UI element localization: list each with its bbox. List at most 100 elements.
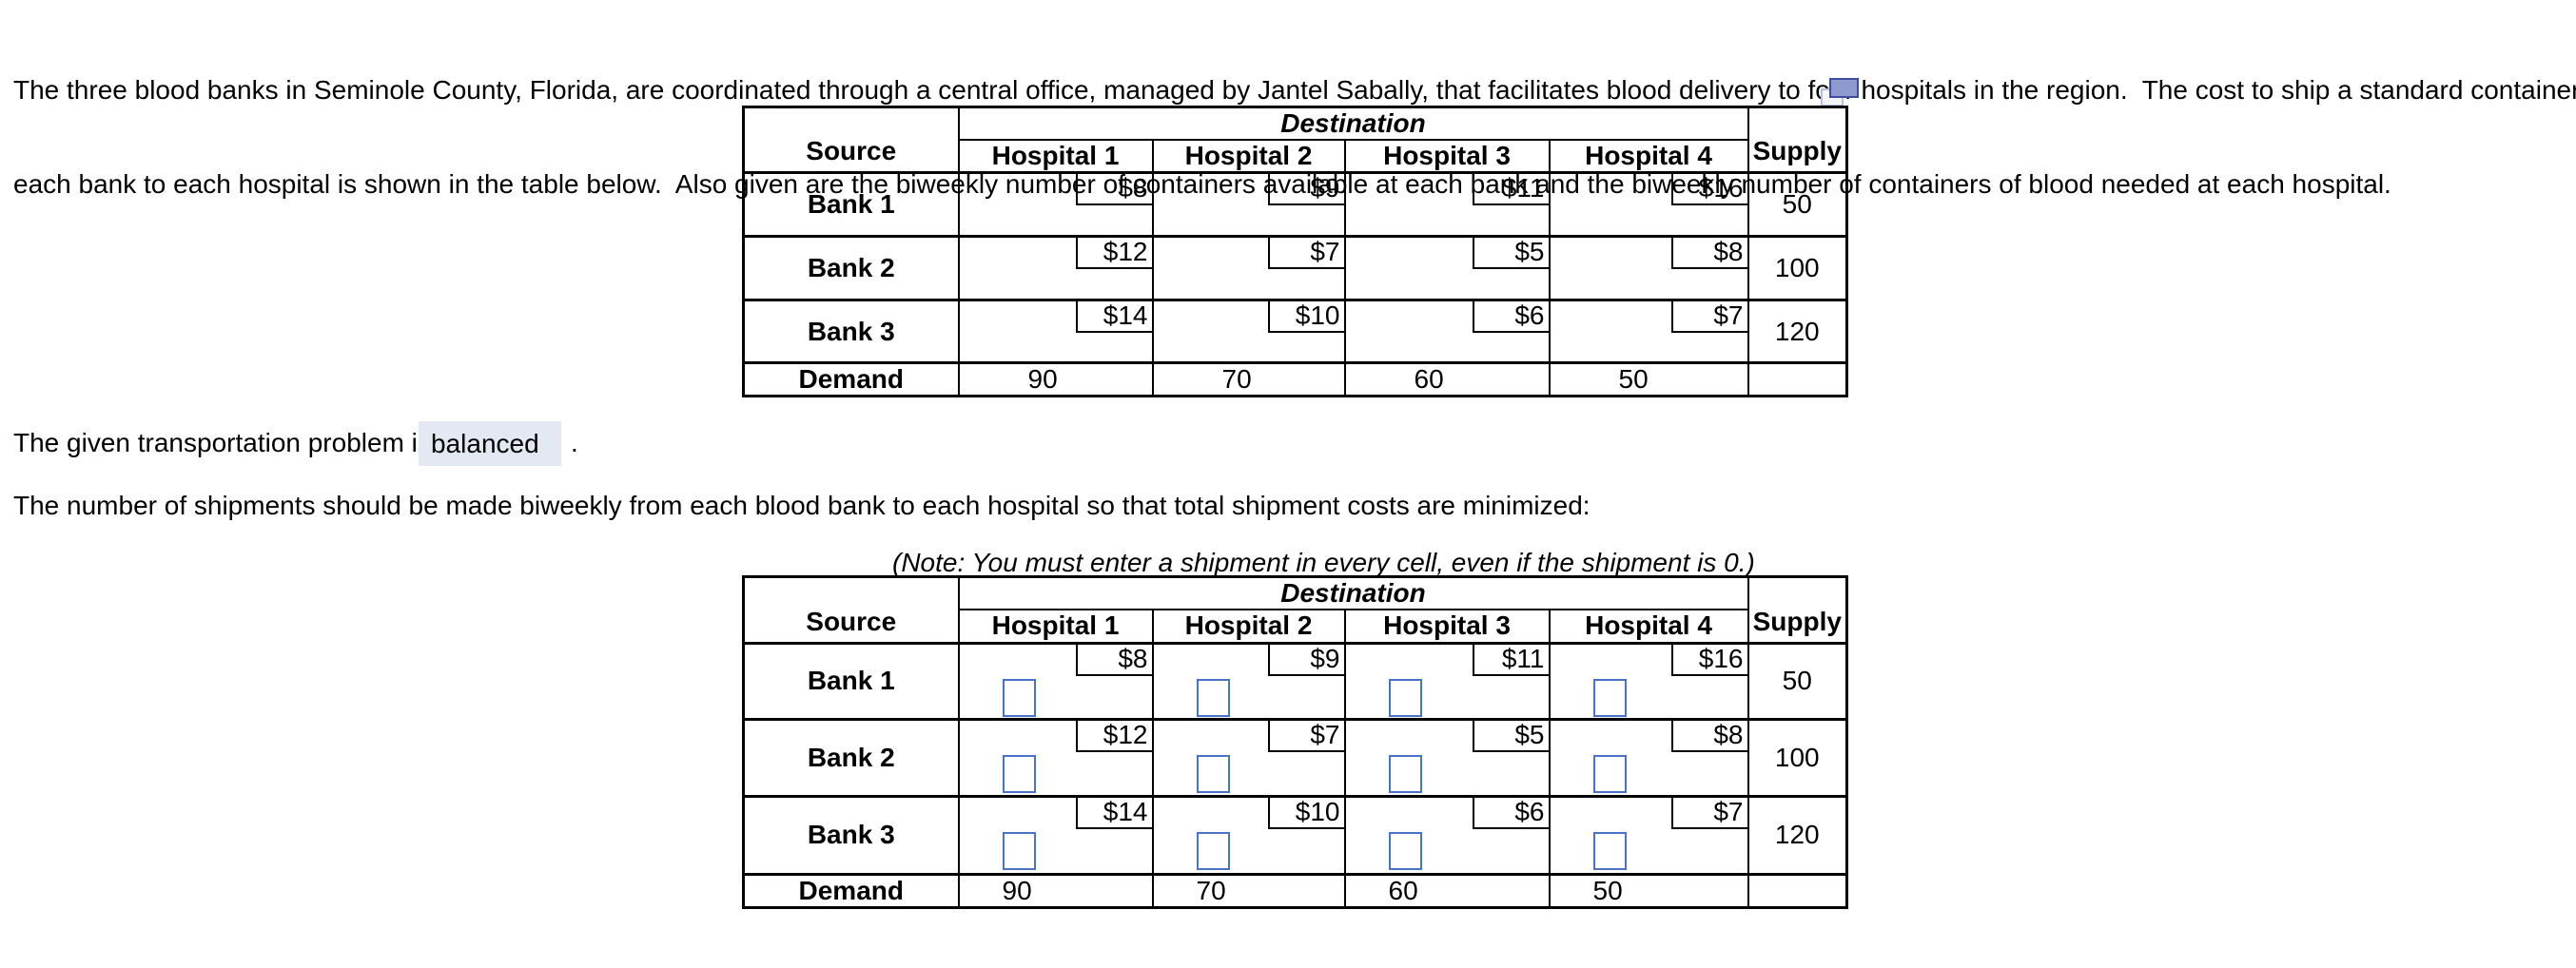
- shipment-cell: $6: [1343, 794, 1551, 875]
- cost-value: $7: [1670, 797, 1747, 829]
- empty-cell: [1747, 872, 1848, 908]
- destination-header: Destination: [957, 575, 1749, 610]
- shipment-input[interactable]: [1196, 678, 1230, 717]
- intro-line-1: The three blood banks in Seminole County…: [13, 75, 2576, 105]
- hospital-2-header: Hospital 2: [1151, 139, 1346, 174]
- cost-value: $8: [1075, 644, 1152, 676]
- cost-cell: $6: [1343, 299, 1551, 364]
- supply-value: 100: [1747, 235, 1848, 301]
- cost-value: $14: [1075, 797, 1152, 829]
- cost-value: $7: [1670, 301, 1747, 333]
- shipment-table: Source Destination Supply Hospital 1 Hos…: [742, 575, 1848, 909]
- supply-header: Supply: [1747, 106, 1848, 174]
- empty-cell: [1747, 361, 1848, 397]
- balanced-sentence-period: .: [571, 428, 578, 457]
- cost-value: $14: [1075, 301, 1152, 333]
- shipment-cell: $11: [1343, 641, 1551, 720]
- source-header: Source: [742, 575, 960, 644]
- demand-value: 60: [1343, 361, 1551, 397]
- shipment-input[interactable]: [1002, 831, 1036, 870]
- demand-value: 50: [1548, 361, 1749, 397]
- balanced-sentence-prefix: The given transportation problem is: [13, 428, 431, 457]
- supply-header: Supply: [1747, 575, 1848, 644]
- cost-value: $9: [1267, 174, 1344, 205]
- demand-value: 90: [957, 361, 1154, 397]
- shipment-input[interactable]: [1196, 831, 1230, 870]
- cost-value: $10: [1267, 301, 1344, 333]
- demand-label: Demand: [742, 361, 960, 397]
- supply-value: 100: [1747, 717, 1848, 797]
- cost-cell: $10: [1151, 299, 1346, 364]
- shipment-cell: $12: [957, 717, 1154, 797]
- cost-value: $6: [1472, 797, 1549, 829]
- hospital-1-header: Hospital 1: [957, 609, 1154, 644]
- copy-icon-front-window: [1829, 78, 1859, 98]
- cost-table: Source Destination Supply Hospital 1 Hos…: [742, 106, 1848, 397]
- cost-value: $6: [1472, 301, 1549, 333]
- cost-value: $8: [1075, 174, 1152, 205]
- bank-2-label: Bank 2: [742, 235, 960, 301]
- cost-cell: $9: [1151, 171, 1346, 238]
- cost-value: $5: [1472, 238, 1549, 269]
- shipment-input[interactable]: [1592, 754, 1627, 793]
- supply-value: 120: [1747, 299, 1848, 364]
- shipment-cell: $10: [1151, 794, 1346, 875]
- copy-icon[interactable]: [1821, 78, 1863, 110]
- cost-value: $16: [1670, 644, 1747, 676]
- cost-value: $11: [1472, 174, 1549, 205]
- hospital-3-header: Hospital 3: [1343, 609, 1551, 644]
- note-text: (Note: You must enter a shipment in ever…: [892, 548, 1755, 577]
- demand-value: 90: [957, 872, 1154, 908]
- shipment-cell: $8: [1548, 717, 1749, 797]
- cost-cell: $16: [1548, 171, 1749, 238]
- cost-value: $8: [1670, 238, 1747, 269]
- cost-cell: $12: [957, 235, 1154, 301]
- hospital-4-header: Hospital 4: [1548, 609, 1749, 644]
- cost-value: $8: [1670, 720, 1747, 752]
- supply-value: 120: [1747, 794, 1848, 875]
- bank-1-label: Bank 1: [742, 641, 960, 720]
- shipment-input[interactable]: [1388, 831, 1422, 870]
- cost-value: $7: [1267, 720, 1344, 752]
- shipments-sentence: The number of shipments should be made b…: [13, 491, 1590, 520]
- shipment-cell: $7: [1151, 717, 1346, 797]
- shipment-input[interactable]: [1002, 754, 1036, 793]
- shipment-cell: $9: [1151, 641, 1346, 720]
- shipment-input[interactable]: [1388, 754, 1422, 793]
- shipment-cell: $8: [957, 641, 1154, 720]
- cost-cell: $7: [1151, 235, 1346, 301]
- cost-cell: $8: [957, 171, 1154, 238]
- supply-value: 50: [1747, 171, 1848, 238]
- shipment-cell: $16: [1548, 641, 1749, 720]
- cost-cell: $5: [1343, 235, 1551, 301]
- bank-2-label: Bank 2: [742, 717, 960, 797]
- bank-3-label: Bank 3: [742, 299, 960, 364]
- balanced-answer[interactable]: balanced: [419, 421, 561, 466]
- shipment-cell: $5: [1343, 717, 1551, 797]
- cost-value: $12: [1075, 238, 1152, 269]
- cost-cell: $7: [1548, 299, 1749, 364]
- shipment-input[interactable]: [1592, 831, 1627, 870]
- cost-value: $5: [1472, 720, 1549, 752]
- hospital-3-header: Hospital 3: [1343, 139, 1551, 174]
- bank-1-label: Bank 1: [742, 171, 960, 238]
- cost-value: $7: [1267, 238, 1344, 269]
- shipment-input[interactable]: [1196, 754, 1230, 793]
- table-row: Bank 2 $12 $7 $5 $8 100: [742, 235, 1848, 301]
- demand-value: 70: [1151, 872, 1346, 908]
- table-row: Demand 90 70 60 50: [742, 872, 1848, 908]
- cost-cell: $14: [957, 299, 1154, 364]
- table-row: Bank 3 $14 $10 $6 $7 120: [742, 794, 1848, 875]
- shipment-input[interactable]: [1592, 678, 1627, 717]
- shipment-input[interactable]: [1388, 678, 1422, 717]
- hospital-1-header: Hospital 1: [957, 139, 1154, 174]
- cost-value: $10: [1267, 797, 1344, 829]
- table-row: Bank 2 $12 $7 $5 $8 100: [742, 717, 1848, 797]
- source-header: Source: [742, 106, 960, 174]
- shipment-input[interactable]: [1002, 678, 1036, 717]
- cost-value: $16: [1670, 174, 1747, 205]
- bank-3-label: Bank 3: [742, 794, 960, 875]
- cost-cell: $8: [1548, 235, 1749, 301]
- demand-value: 70: [1151, 361, 1346, 397]
- cost-cell: $11: [1343, 171, 1551, 238]
